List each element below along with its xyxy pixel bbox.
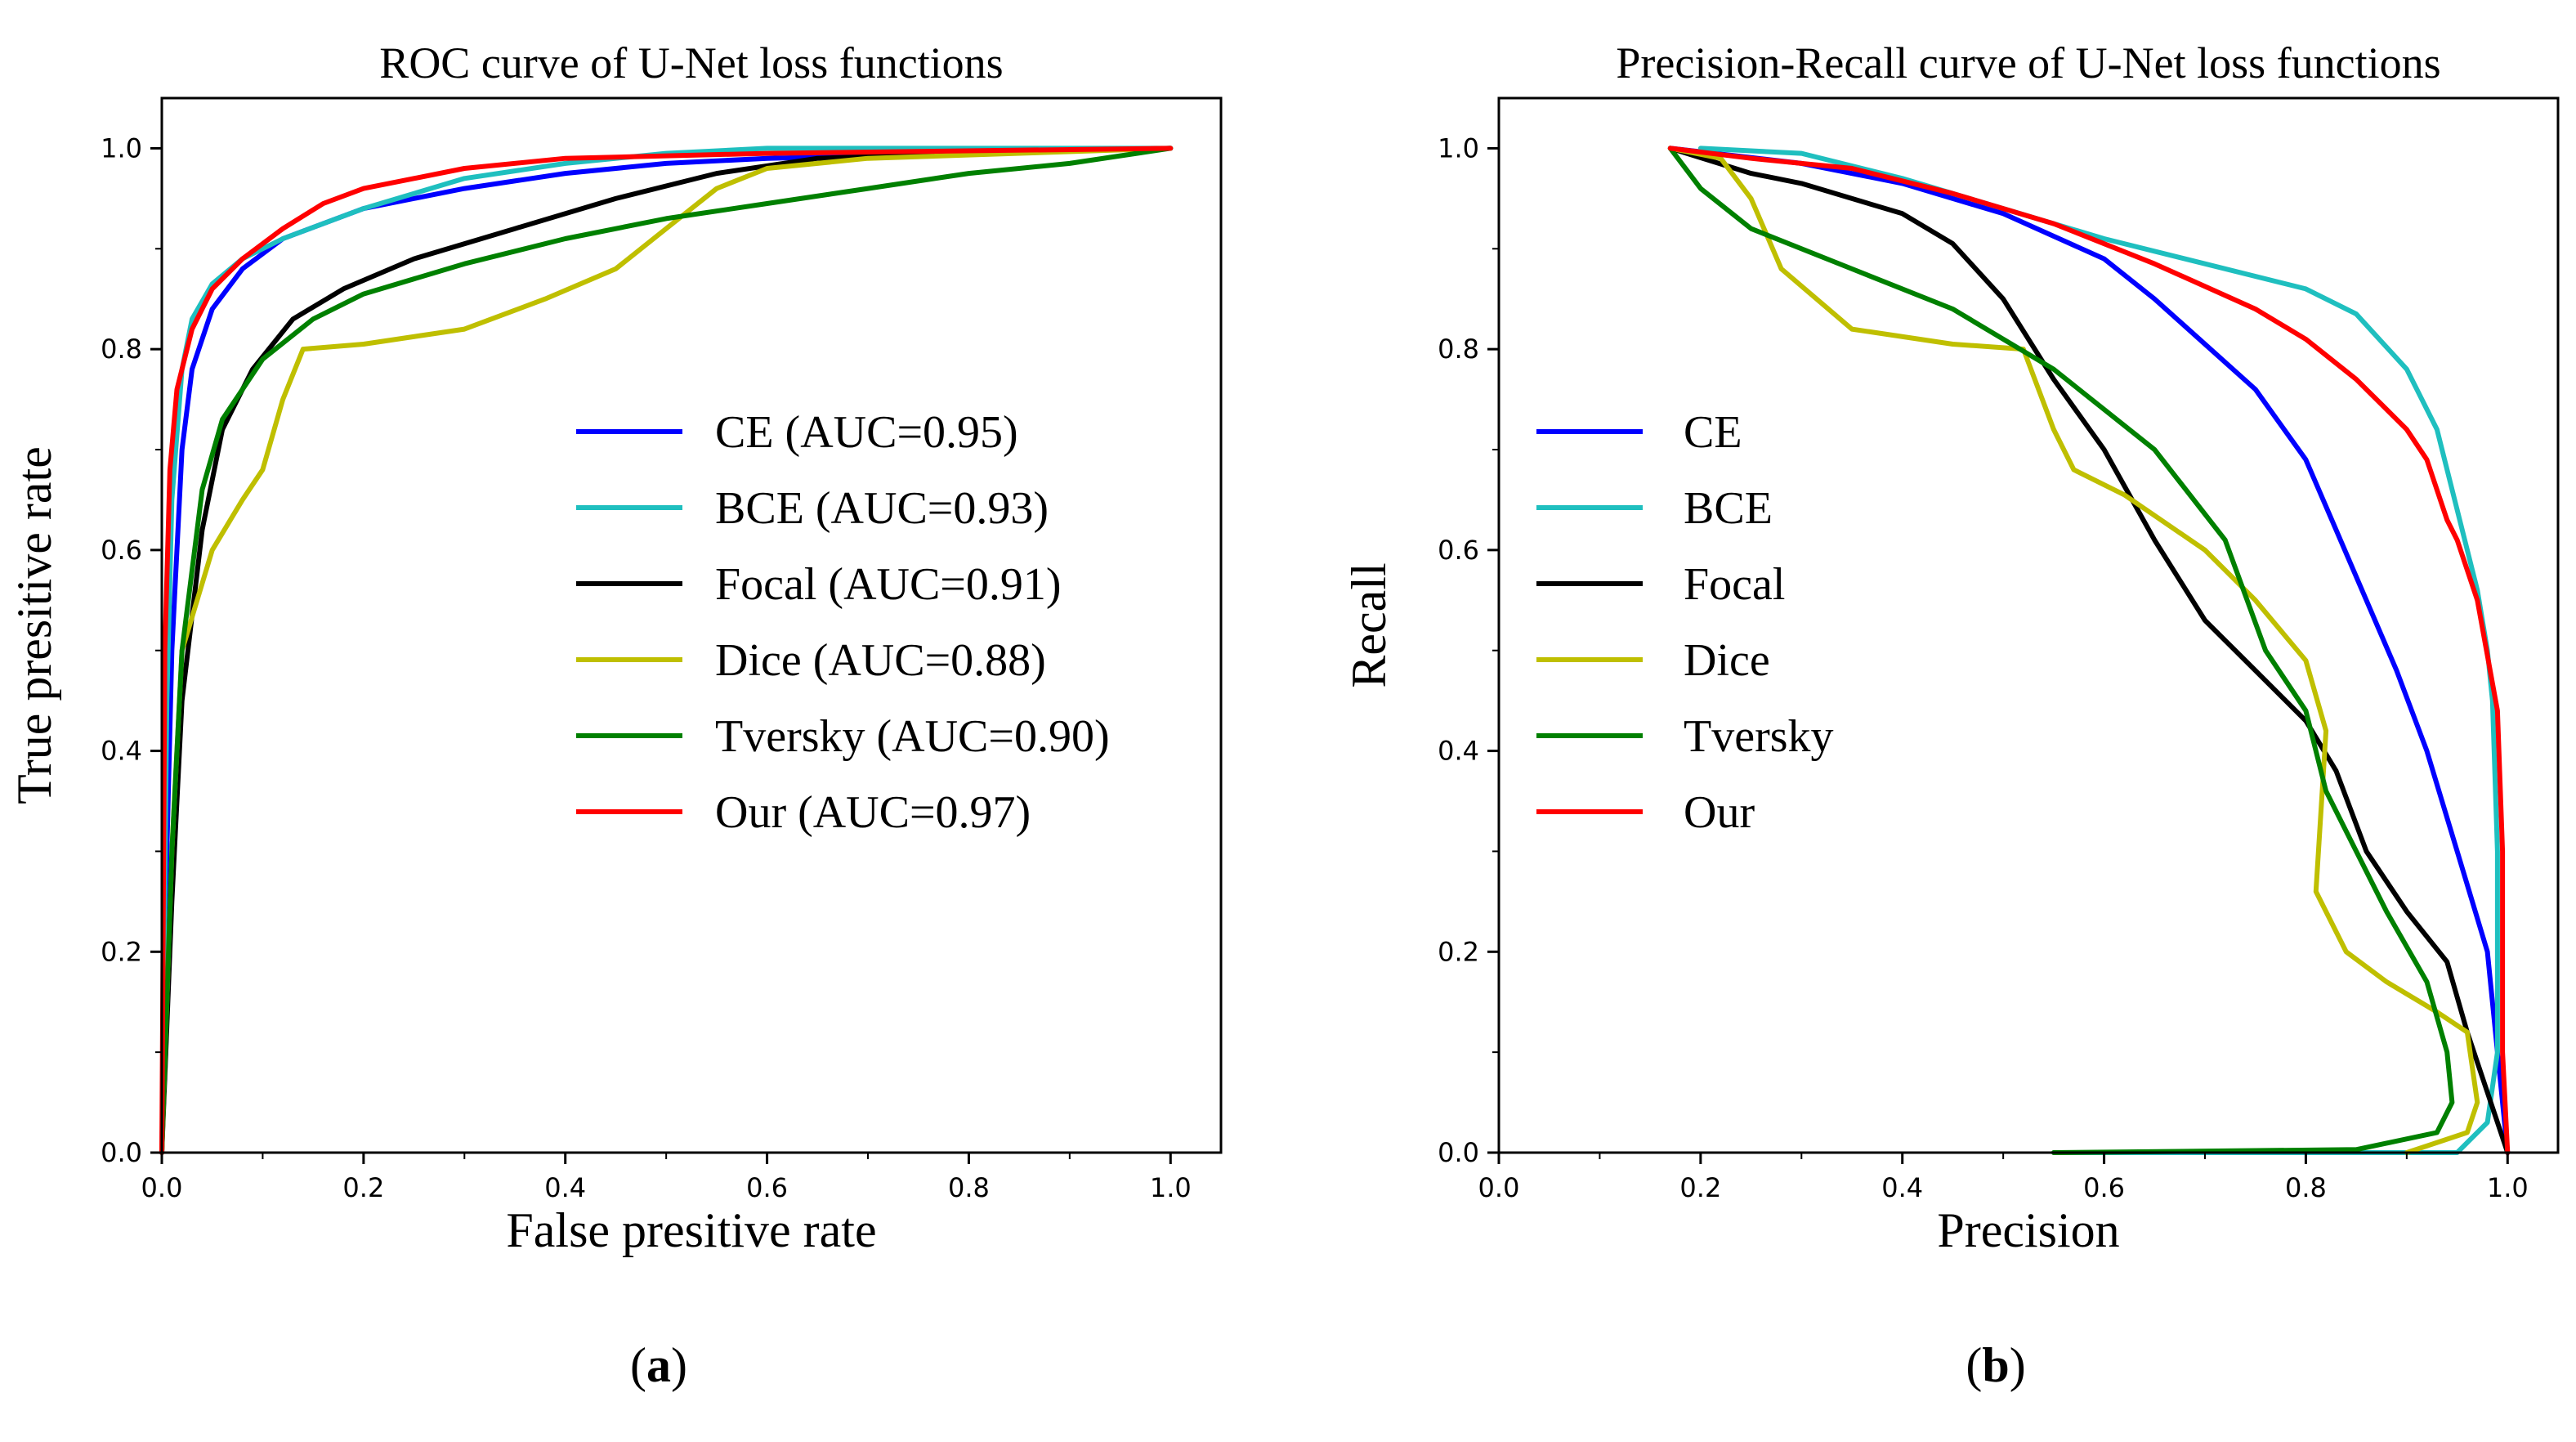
legend-entry: Our (AUC=0.97)	[715, 787, 1031, 838]
legend-entry: CE	[1684, 407, 1742, 458]
series-line-5	[159, 146, 1174, 1155]
y-tick-label: 0.6	[101, 535, 142, 566]
axes-frame	[160, 96, 1223, 1154]
axes-frame	[1497, 96, 2560, 1154]
y-tick-label: 1.0	[1438, 132, 1479, 163]
series-line-4	[159, 146, 1174, 1155]
y-tick-label: 0.0	[1438, 1137, 1479, 1168]
panel-letter: b	[1982, 1338, 2009, 1392]
x-tick-label: 0.8	[948, 1172, 990, 1203]
chart-panel-b: 0.0 0.2 0.4 0.6 0.8 1.0 0.0 0.2 0.4 0.6 0.8 1.0 Prec…	[1342, 38, 2560, 1392]
y-tick-label: 0.8	[1438, 334, 1479, 365]
x-axis-label: False presitive rate	[506, 1203, 876, 1257]
series-line-2	[159, 146, 1174, 1155]
x-tick-label: 0.4	[1881, 1172, 1923, 1203]
panel-label: (b)	[1966, 1338, 2025, 1392]
y-tick-label: 0.2	[1438, 936, 1479, 967]
legend-entry: BCE (AUC=0.93)	[715, 483, 1049, 534]
chart-title: ROC curve of U-Net loss functions	[379, 38, 1003, 87]
y-tick-label: 0.8	[101, 334, 142, 365]
legend-entry: BCE	[1684, 483, 1773, 534]
legend-entry: Focal (AUC=0.91)	[715, 559, 1062, 610]
series-line-3	[1667, 146, 2480, 1155]
y-tick-label: 0.6	[1438, 535, 1479, 566]
series-line-5	[1667, 146, 2511, 1155]
legend-entry: Focal	[1684, 559, 1785, 610]
chart-panel-a: 0.0 0.2 0.4 0.6 0.8 1.0 0.0 0.2 0.4 0.6 0.8 1.0 ROC …	[7, 38, 1223, 1392]
x-tick-label: 0.6	[746, 1172, 788, 1203]
x-tick-label: 0.0	[141, 1172, 183, 1203]
x-tick-label: 0.0	[1478, 1172, 1520, 1203]
legend: CE BCE Focal Dice Tversky Our	[1536, 407, 1834, 838]
y-tick-label: 0.2	[101, 936, 142, 967]
x-tick-label: 1.0	[1150, 1172, 1192, 1203]
series-line-2	[1667, 146, 2511, 1155]
legend-entry: Our	[1684, 787, 1755, 838]
y-axis-label: True presitive rate	[7, 446, 61, 804]
legend-entry: Dice (AUC=0.88)	[715, 635, 1046, 686]
panel-label: (a)	[630, 1338, 687, 1392]
x-tick-label: 0.2	[342, 1172, 384, 1203]
legend-entry: CE (AUC=0.95)	[715, 407, 1018, 458]
legend: CE (AUC=0.95) BCE (AUC=0.93) Focal (AUC=0.…	[576, 407, 1110, 838]
y-tick-label: 1.0	[101, 132, 142, 163]
series-line-3	[159, 146, 1174, 1155]
legend-entry: Dice	[1684, 635, 1770, 686]
x-tick-label: 0.4	[544, 1172, 586, 1203]
y-axis-label: Recall	[1342, 562, 1396, 687]
series-line-0	[1667, 146, 2511, 1155]
y-tick-label: 0.0	[101, 1137, 142, 1168]
y-tick-label: 0.4	[1438, 736, 1479, 767]
x-tick-label: 0.6	[2083, 1172, 2125, 1203]
chart-title: Precision-Recall curve of U-Net loss fun…	[1616, 38, 2440, 87]
x-tick-label: 0.2	[1679, 1172, 1721, 1203]
x-tick-label: 1.0	[2487, 1172, 2529, 1203]
legend-entry: Tversky (AUC=0.90)	[715, 711, 1110, 762]
series-line-4	[1667, 146, 2455, 1155]
y-tick-label: 0.4	[101, 736, 142, 767]
x-tick-label: 0.8	[2285, 1172, 2327, 1203]
x-axis-label: Precision	[1937, 1203, 2119, 1257]
panel-letter: a	[646, 1338, 671, 1392]
legend-entry: Tversky	[1684, 711, 1834, 762]
